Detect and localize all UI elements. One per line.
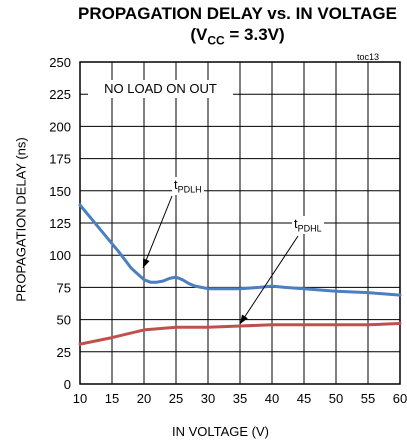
- chart-title: PROPAGATION DELAY vs. IN VOLTAGE: [78, 4, 397, 23]
- tpdhl-label-main: t: [294, 216, 298, 231]
- y-tick-label: 200: [49, 119, 71, 134]
- tpdlh-label-sub: PDLH: [177, 184, 202, 195]
- x-tick-label: 30: [201, 391, 215, 406]
- y-tick-label: 75: [57, 280, 71, 295]
- y-tick-label: 250: [49, 55, 71, 70]
- y-tick-label: 150: [49, 184, 71, 199]
- subtitle-subscript: CC: [207, 33, 225, 48]
- y-tick-label: 0: [64, 377, 71, 392]
- no-load-annotation: NO LOAD ON OUT: [88, 80, 233, 98]
- subtitle-prefix: (V: [190, 25, 208, 44]
- x-tick-label: 20: [137, 391, 151, 406]
- series-label-tpdlh: tPDLH: [172, 177, 204, 195]
- figure-tag: toc13: [357, 52, 380, 62]
- y-tick-label: 225: [49, 87, 71, 102]
- x-tick-label: 60: [393, 391, 407, 406]
- x-tick-label: 10: [73, 391, 87, 406]
- y-tick-label: 175: [49, 152, 71, 167]
- chart-title-block: PROPAGATION DELAY vs. IN VOLTAGE (VCC = …: [0, 4, 407, 51]
- tpdhl-label-sub: PDHL: [297, 223, 322, 234]
- plot-frame: [79, 61, 401, 385]
- chart-subtitle: (VCC = 3.3V): [34, 24, 407, 51]
- x-tick-label: 25: [169, 391, 183, 406]
- series-line-pdhl: [78, 322, 402, 346]
- subtitle-suffix: = 3.3V): [224, 25, 285, 44]
- arrow-tpdlh: [142, 195, 173, 269]
- x-tick-label: 15: [105, 391, 119, 406]
- series-label-tpdhl: tPDHL: [292, 216, 324, 234]
- arrow-tpdlh-head: [143, 258, 150, 268]
- arrow-tpdhl: [239, 235, 299, 325]
- series-line-pdlh: [78, 203, 402, 297]
- x-tick-label: 50: [329, 391, 343, 406]
- y-tick-label: 50: [57, 313, 71, 328]
- arrow-tpdhl-head: [240, 314, 248, 324]
- x-tick-label: 45: [297, 391, 311, 406]
- y-tick-label: 100: [49, 248, 71, 263]
- y-tick-label: 25: [57, 345, 71, 360]
- x-tick-label: 40: [265, 391, 279, 406]
- tpdlh-label-main: t: [174, 177, 178, 192]
- x-tick-label: 35: [233, 391, 247, 406]
- x-tick-label: 55: [361, 391, 375, 406]
- y-tick-label: 125: [49, 216, 71, 231]
- x-axis-label: IN VOLTAGE (V): [171, 424, 270, 439]
- y-axis-label: PROPAGATION DELAY (ns): [13, 137, 29, 302]
